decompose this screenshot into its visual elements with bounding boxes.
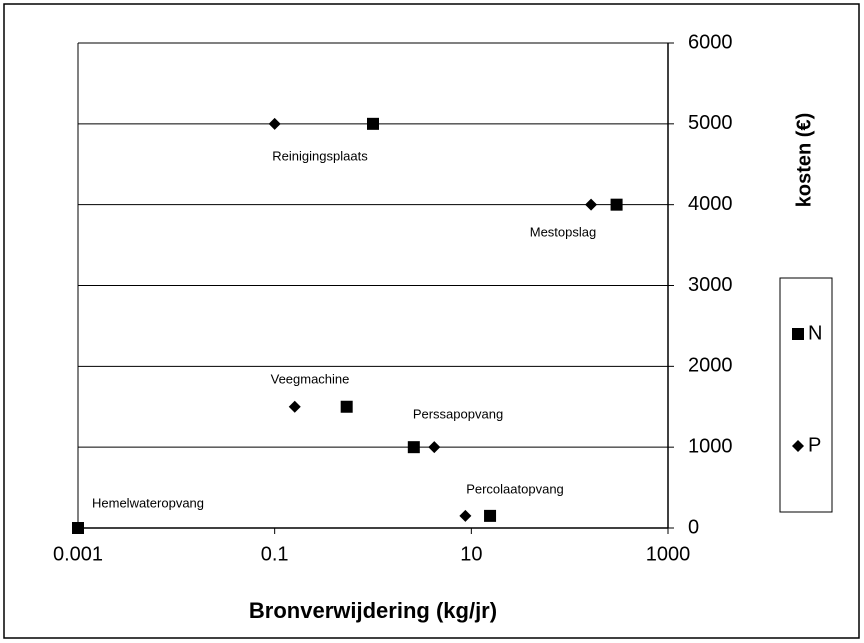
point xyxy=(484,509,497,522)
annotation: Hemelwateropvang xyxy=(92,495,204,510)
legend-label: P xyxy=(808,434,821,456)
point xyxy=(288,400,301,413)
point xyxy=(367,117,379,130)
point xyxy=(268,117,281,130)
point xyxy=(428,441,441,454)
y-axis-title: kosten (€) xyxy=(793,113,815,207)
x-axis-title: Bronverwijdering (kg/jr) xyxy=(249,598,497,623)
y-tick-label: 2000 xyxy=(688,355,733,377)
point xyxy=(610,198,623,211)
annotation: Mestopslag xyxy=(530,224,596,239)
annotation: Reinigingsplaats xyxy=(272,148,368,163)
legend-marker xyxy=(792,328,804,340)
x-tick-label: 0.001 xyxy=(53,543,103,565)
frame xyxy=(3,3,860,639)
y-tick-label: 1000 xyxy=(688,435,733,457)
legend-label: N xyxy=(808,322,822,344)
point xyxy=(340,400,353,413)
annotation: Percolaatopvang xyxy=(466,481,564,496)
point xyxy=(585,198,598,211)
y-tick-label: 4000 xyxy=(688,193,733,215)
y-tick-label: 3000 xyxy=(688,274,733,296)
x-tick-label: 0.1 xyxy=(261,543,289,565)
point xyxy=(407,441,420,454)
legend-box xyxy=(779,277,833,513)
annotation: Veegmachine xyxy=(271,371,350,386)
x-tick-label: 1000 xyxy=(646,543,691,565)
legend-marker xyxy=(792,440,804,452)
x-tick-label: 10 xyxy=(460,543,482,565)
point xyxy=(459,509,472,522)
y-tick-label: 5000 xyxy=(688,112,733,134)
point xyxy=(72,522,84,534)
annotation: Perssapopvang xyxy=(413,406,503,421)
y-tick-label: 0 xyxy=(688,516,699,538)
y-tick-label: 6000 xyxy=(688,31,733,53)
